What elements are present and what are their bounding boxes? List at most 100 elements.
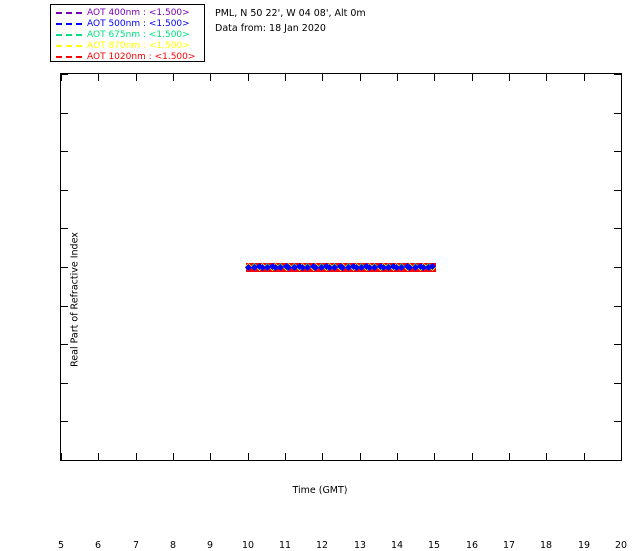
- data-point-marker: [304, 263, 312, 271]
- legend-line-swatch-icon: [56, 11, 82, 14]
- y-axis-tick: [61, 151, 68, 152]
- x-axis-tick: [360, 453, 361, 460]
- legend-item-label: AOT 500nm : <1.500>: [87, 18, 190, 29]
- legend-line-swatch-icon: [56, 55, 82, 58]
- plot-area: Real Part of Refractive Index 1.01.11.21…: [58, 73, 627, 551]
- y-axis-tick: [61, 267, 68, 268]
- x-axis-tick-label: 8: [169, 540, 177, 551]
- x-axis-tick-label: 18: [539, 540, 553, 551]
- x-axis-tick: [210, 74, 211, 81]
- data-point-marker: [245, 264, 253, 272]
- y-axis-tick: [61, 383, 68, 384]
- data-point-marker: [429, 262, 437, 270]
- y-axis-tick: [61, 190, 68, 191]
- data-point-marker: [331, 263, 339, 271]
- data-point-marker: [339, 264, 347, 272]
- data-point-marker: [312, 264, 320, 272]
- x-axis-tick-label: 13: [353, 540, 367, 551]
- y-axis-tick: [614, 421, 621, 422]
- x-axis-tick-label: 10: [241, 540, 255, 551]
- x-axis-tick: [584, 453, 585, 460]
- data-point-marker: [272, 264, 279, 272]
- site-location-line: PML, N 50 22', W 04 08', Alt 0m: [215, 8, 366, 19]
- data-date-line: Data from: 18 Jan 2020: [215, 23, 326, 34]
- x-axis-tick: [210, 453, 211, 460]
- data-point-marker: [366, 264, 374, 272]
- chart-legend: AOT 400nm : <1.500> AOT 500nm : <1.500> AO…: [50, 4, 205, 62]
- data-point-marker: [419, 264, 427, 272]
- data-point-marker: [325, 264, 333, 272]
- data-point-marker: [250, 263, 258, 271]
- x-axis-tick-label: 17: [502, 540, 516, 551]
- x-axis-tick: [322, 74, 323, 81]
- data-point-marker: [358, 263, 366, 271]
- x-axis-tick: [397, 453, 398, 460]
- x-axis-tick: [136, 74, 137, 81]
- data-point-marker: [298, 264, 306, 272]
- data-point-marker: [277, 263, 285, 271]
- y-axis-tick: [614, 74, 621, 75]
- data-point-marker: [285, 264, 293, 272]
- x-axis-tick-label: 5: [57, 540, 65, 551]
- legend-line-swatch-icon: [56, 44, 82, 47]
- data-point-marker: [406, 264, 414, 272]
- legend-item-aot-675nm[interactable]: AOT 675nm : <1.500>: [51, 29, 204, 40]
- legend-item-aot-870nm[interactable]: AOT 870nm : <1.500>: [51, 40, 204, 51]
- x-axis-tick-label: 9: [206, 540, 214, 551]
- legend-item-label: AOT 870nm : <1.500>: [87, 40, 190, 51]
- x-axis-tick: [173, 74, 174, 81]
- x-axis-tick: [248, 453, 249, 460]
- legend-item-aot-500nm[interactable]: AOT 500nm : <1.500>: [51, 18, 204, 29]
- data-point-marker: [411, 263, 419, 271]
- legend-item-label: AOT 675nm : <1.500>: [87, 29, 190, 40]
- y-axis-tick: [614, 344, 621, 345]
- x-axis-tick: [472, 453, 473, 460]
- x-axis-tick-label: 19: [577, 540, 591, 551]
- data-point-marker: [290, 263, 298, 271]
- x-axis-tick: [98, 74, 99, 81]
- y-axis-tick: [61, 344, 68, 345]
- x-axis-tick: [61, 453, 62, 460]
- x-axis-tick: [584, 74, 585, 81]
- x-axis-tick: [397, 74, 398, 81]
- x-axis-tick-label: 15: [427, 540, 441, 551]
- data-point-marker: [317, 263, 325, 271]
- y-axis-tick: [614, 267, 621, 268]
- legend-item-aot-400nm[interactable]: AOT 400nm : <1.500>: [51, 7, 204, 18]
- x-axis-tick: [546, 74, 547, 81]
- y-axis-tick: [61, 306, 68, 307]
- x-axis-tick: [360, 74, 361, 81]
- x-axis-tick-label: 20: [614, 540, 628, 551]
- data-point-marker: [379, 264, 387, 272]
- y-axis-tick: [61, 228, 68, 229]
- y-axis-tick: [614, 383, 621, 384]
- x-axis-tick-label: 14: [390, 540, 404, 551]
- data-point-marker: [384, 263, 392, 271]
- x-axis-tick-label: 7: [132, 540, 140, 551]
- data-point-marker: [352, 264, 360, 272]
- data-point-marker: [398, 263, 406, 271]
- y-axis-tick: [61, 74, 68, 75]
- y-axis-tick: [61, 421, 68, 422]
- x-axis-tick-label: 12: [315, 540, 329, 551]
- x-axis-tick-label: 11: [278, 540, 292, 551]
- y-axis-tick: [614, 151, 621, 152]
- x-axis-tick: [434, 453, 435, 460]
- legend-line-swatch-icon: [56, 22, 82, 25]
- plot-inner: [61, 74, 621, 460]
- y-axis-tick: [614, 306, 621, 307]
- x-axis-tick-label: 6: [94, 540, 102, 551]
- data-point-marker: [371, 263, 379, 271]
- chart-header: PML, N 50 22', W 04 08', Alt 0m Data fro…: [215, 6, 366, 36]
- x-axis-tick: [285, 74, 286, 81]
- legend-item-label: AOT 1020nm : <1.500>: [87, 51, 196, 62]
- x-axis-tick: [546, 453, 547, 460]
- legend-item-aot-1020nm[interactable]: AOT 1020nm : <1.500>: [51, 51, 204, 62]
- x-axis-title: Time (GMT): [292, 485, 348, 496]
- y-axis-tick: [61, 113, 68, 114]
- y-axis-tick: [614, 190, 621, 191]
- x-axis-tick: [98, 453, 99, 460]
- x-axis-tick: [472, 74, 473, 81]
- y-axis-tick: [614, 228, 621, 229]
- y-axis-tick: [614, 113, 621, 114]
